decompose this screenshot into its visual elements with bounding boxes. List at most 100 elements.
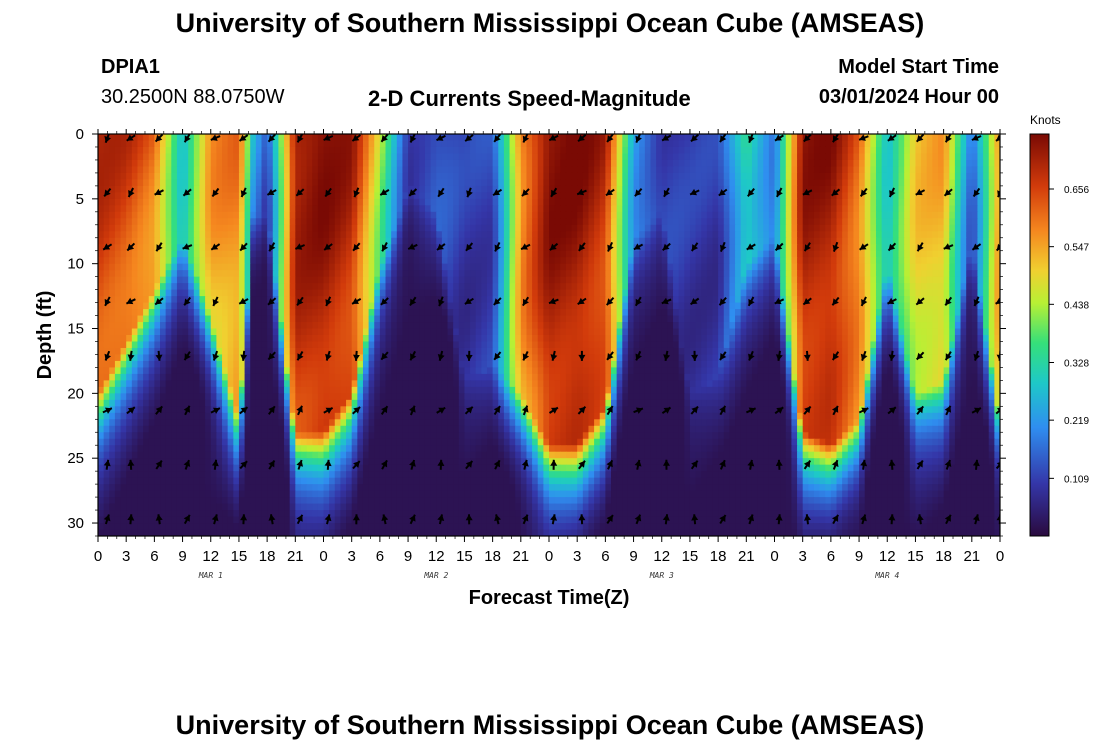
heatmap-cell [385,224,392,232]
heatmap-cell [616,218,623,226]
heatmap-cell [735,198,742,206]
heatmap-cell [706,134,714,142]
heatmap-cell [751,244,759,252]
heatmap-cell [532,211,539,219]
heatmap-cell [334,172,342,180]
heatmap-cell [588,185,595,193]
heatmap-cell [864,237,871,245]
heatmap-cell [627,302,635,310]
heatmap-cell [143,211,150,219]
heatmap-cell [729,224,736,232]
heatmap-cell [881,224,888,232]
heatmap-cell [216,185,223,193]
heatmap-cell [932,159,939,168]
heatmap-cell [357,263,364,271]
heatmap-cell [255,153,263,161]
heatmap-cell [126,328,133,336]
heatmap-cell [560,134,567,142]
heatmap-cell [492,198,499,206]
heatmap-cell [470,309,477,317]
heatmap-cell [334,146,342,155]
heatmap-cell [791,244,798,252]
heatmap-cell [368,289,375,297]
heatmap-cell [374,153,381,161]
heatmap-cell [193,166,201,174]
heatmap-cell [695,309,702,317]
heatmap-cell [898,146,905,155]
heatmap-cell [137,296,144,304]
heatmap-cell [413,172,420,180]
heatmap-cell [143,263,150,271]
heatmap-cell [250,185,257,193]
heatmap-cell [909,218,917,226]
heatmap-cell [126,276,133,284]
heatmap-cell [633,198,640,206]
heatmap-cell [295,205,302,213]
heatmap-cell [881,263,888,271]
heatmap-cell [447,205,454,213]
heatmap-cell [267,185,274,193]
heatmap-cell [825,276,832,284]
heatmap-cell [650,159,657,168]
heatmap-cell [954,140,962,148]
heatmap-cell [932,270,939,278]
heatmap-cell [673,270,680,278]
heatmap-cell [329,231,336,239]
heatmap-cell [391,185,398,193]
heatmap-cell [881,231,888,239]
heatmap-cell [233,218,240,226]
heatmap-cell [684,185,691,193]
heatmap-cell [887,231,894,239]
heatmap-cell [859,153,866,161]
heatmap-cell [599,283,606,291]
heatmap-cell [385,211,392,219]
heatmap-cell [165,159,172,168]
heatmap-cell [847,328,855,336]
heatmap-cell [143,205,150,213]
heatmap-cell [892,224,900,232]
heatmap-cell [718,159,725,168]
heatmap-cell [560,153,567,161]
heatmap-cell [441,134,449,142]
heatmap-cell [909,224,917,232]
heatmap-cell [481,296,488,304]
heatmap-cell [520,315,528,323]
heatmap-cell [684,276,691,284]
heatmap-cell [233,283,240,291]
heatmap-cell [131,198,139,206]
heatmap-cell [109,140,116,148]
heatmap-cell [526,198,533,206]
heatmap-cell [673,205,680,213]
heatmap-cell [210,270,217,278]
heatmap-cell [904,134,911,142]
heatmap-cell [424,224,432,232]
heatmap-cell [735,140,742,148]
heatmap-cell [424,153,432,161]
heatmap-cell [949,192,956,200]
heatmap-cell [875,218,883,226]
heatmap-cell [656,224,663,232]
heatmap-cell [909,322,917,330]
heatmap-cell [526,185,533,193]
heatmap-cell [272,185,279,193]
heatmap-cell [357,179,364,187]
heatmap-cell [763,257,770,265]
heatmap-cell [424,218,432,226]
heatmap-cell [774,166,781,174]
heatmap-cell [977,224,984,232]
heatmap-cell [689,322,697,330]
heatmap-cell [746,289,753,297]
heatmap-cell [667,315,674,323]
heatmap-cell [751,159,759,168]
heatmap-cell [532,289,539,297]
heatmap-cell [481,140,488,148]
heatmap-cell [977,328,984,336]
heatmap-cell [171,211,178,219]
heatmap-cell [627,296,635,304]
heatmap-cell [222,179,229,187]
heatmap-cell [622,309,629,317]
heatmap-cell [977,179,984,187]
heatmap-cell [729,159,736,168]
heatmap-cell [735,192,742,200]
heatmap-cell [791,159,798,168]
